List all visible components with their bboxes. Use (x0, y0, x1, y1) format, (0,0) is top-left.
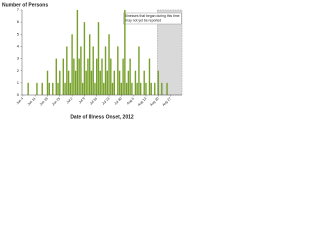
bar (78, 58, 80, 95)
bar (62, 58, 65, 95)
x-tick-label: Jun 4 (16, 96, 25, 105)
bar (118, 70, 121, 95)
bar (124, 10, 126, 95)
bar (145, 82, 147, 95)
bar (90, 70, 93, 95)
bar (67, 70, 70, 95)
bar (71, 34, 73, 95)
chart: Number of Persons Date of Illness Onset,… (2, 2, 183, 120)
bar (36, 82, 38, 95)
bar (120, 82, 123, 95)
bar (69, 82, 72, 95)
bar (85, 70, 87, 95)
page: Number of Persons Date of Illness Onset,… (2, 2, 183, 121)
bar (96, 58, 98, 95)
bar (92, 46, 94, 95)
bar (81, 82, 84, 95)
bar (103, 82, 105, 95)
x-tick-label: Jun 18 (39, 96, 49, 106)
bar (108, 34, 110, 95)
bar (97, 22, 100, 96)
bar (166, 82, 168, 95)
bar (154, 82, 156, 95)
bar (117, 46, 119, 95)
x-tick-label: Aug 20 (149, 96, 160, 107)
bar (73, 58, 75, 95)
annotation-text: Illnesses that began during this time (125, 14, 179, 18)
y-tick-label: 5 (17, 31, 20, 36)
x-tick-label: Jul 23 (101, 96, 110, 105)
bar (76, 10, 79, 95)
x-tick-label: Aug 13 (137, 96, 148, 107)
bar (148, 58, 151, 95)
x-tick-label: Jun 11 (27, 96, 37, 106)
bar (125, 82, 128, 95)
bar (57, 82, 59, 95)
y-tick-label: 3 (17, 56, 20, 61)
bar (41, 82, 43, 95)
bar (48, 82, 50, 95)
bar (27, 82, 29, 95)
y-tick-label: 1 (17, 80, 20, 85)
x-tick-label: Jul 2 (66, 96, 74, 104)
x-tick-label: Jul 16 (89, 96, 98, 105)
bar (74, 70, 77, 95)
bar (59, 70, 61, 95)
bar (87, 58, 89, 95)
x-tick-label: Jun 25 (51, 96, 61, 106)
bar (99, 70, 101, 95)
bar (94, 82, 96, 95)
x-axis-title: Date of Illness Onset, 2012 (70, 114, 134, 120)
bar (143, 70, 145, 95)
bar (113, 70, 116, 95)
bar (55, 58, 57, 95)
bar (83, 22, 86, 96)
bar (129, 58, 131, 95)
x-tick-label: Jul 9 (78, 96, 86, 104)
bar (150, 82, 152, 95)
bar (131, 82, 133, 95)
y-tick-label: 0 (17, 92, 20, 97)
bar (80, 46, 82, 95)
bar (46, 70, 49, 95)
bar (139, 82, 142, 95)
bar (122, 58, 124, 95)
y-tick-label: 7 (17, 7, 20, 12)
y-tick-label: 6 (17, 19, 20, 24)
bar (127, 70, 130, 95)
bar (101, 58, 103, 95)
y-tick-label: 4 (17, 43, 20, 48)
bar (134, 70, 137, 95)
x-tick-label: Aug 27 (161, 96, 172, 107)
x-tick-label: Aug 6 (126, 96, 135, 105)
bar (157, 70, 159, 95)
bar (138, 46, 140, 95)
bar (52, 82, 54, 95)
bar (88, 34, 91, 95)
bar (111, 82, 114, 95)
x-tick-label: Jul 30 (113, 96, 122, 105)
annotation-text: may not yet be reported (125, 18, 161, 22)
bar (110, 58, 112, 95)
bar (106, 70, 108, 95)
bar (136, 82, 138, 95)
annotation-box (123, 12, 182, 25)
bar (66, 46, 68, 95)
chart-title: Number of Persons (2, 2, 48, 8)
bar (104, 46, 107, 95)
y-tick-label: 2 (17, 68, 20, 73)
bar (64, 82, 66, 95)
bar (161, 82, 163, 95)
